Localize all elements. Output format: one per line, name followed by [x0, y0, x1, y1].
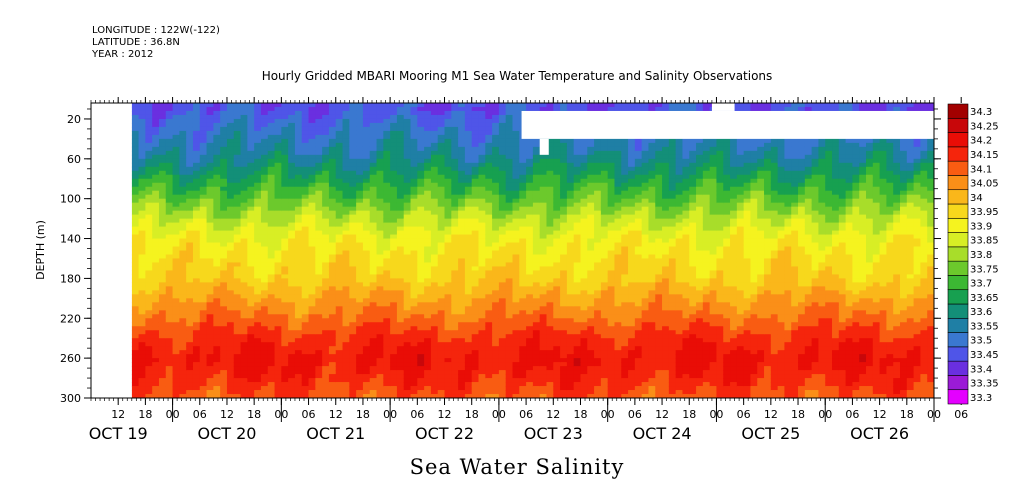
- x-hour-label: 06: [410, 408, 424, 421]
- x-hour-label: 12: [764, 408, 778, 421]
- colorbar-swatch: [947, 146, 969, 162]
- y-tick-label: 140: [60, 233, 81, 246]
- y-tick-label: 260: [60, 352, 81, 365]
- colorbar-label: 34: [970, 193, 983, 204]
- missing-data-region: [539, 138, 549, 155]
- colorbar-label: 34.15: [970, 150, 999, 161]
- x-day-label: OCT 25: [741, 424, 800, 443]
- colorbar-swatch: [947, 246, 969, 262]
- x-hour-label: 18: [900, 408, 914, 421]
- colorbar-swatch: [947, 217, 969, 233]
- colorbar-label: 33.4: [970, 364, 992, 375]
- longitude-label: LONGITUDE : 122W(-122): [92, 25, 220, 36]
- axes: 12 18 00 06 12 18 00 06 12 18 00 06 12 18 00 06 12 18 00 06…: [60, 97, 968, 443]
- x-hour-label: 06: [628, 408, 642, 421]
- x-day-label: OCT 22: [415, 424, 474, 443]
- y-tick-label: 180: [60, 272, 81, 285]
- y-tick-label: 20: [67, 113, 81, 126]
- x-day-label: OCT 19: [89, 424, 148, 443]
- colorbar-swatch: [947, 103, 969, 119]
- x-hour-label: 12: [220, 408, 234, 421]
- colorbar-label: 34.25: [970, 121, 999, 132]
- y-axis-label: DEPTH (m): [34, 220, 47, 280]
- colorbar-label: 33.9: [970, 221, 992, 232]
- colorbar-label: 33.95: [970, 207, 999, 218]
- colorbar-swatch: [947, 132, 969, 148]
- x-hour-label: 12: [329, 408, 343, 421]
- colorbar-swatch: [947, 303, 969, 319]
- salinity-field: [131, 103, 934, 398]
- colorbar-swatch: [947, 160, 969, 176]
- x-hour-label: 12: [873, 408, 887, 421]
- missing-data-region: [91, 103, 132, 398]
- colorbar-swatch: [947, 317, 969, 333]
- x-day-label: OCT 23: [524, 424, 583, 443]
- colorbar-label: 33.35: [970, 379, 999, 390]
- x-hour-label: 12: [111, 408, 125, 421]
- x-hour-label: 06: [302, 408, 316, 421]
- colorbar-swatch: [947, 260, 969, 276]
- colorbar-swatch: [947, 175, 969, 191]
- colorbar-swatch: [947, 360, 969, 376]
- colorbar-swatch: [947, 389, 969, 405]
- plot-area: [91, 103, 934, 398]
- colorbar-swatch: [947, 275, 969, 291]
- colorbar-label: 33.6: [970, 307, 992, 318]
- x-hour-label: 12: [546, 408, 560, 421]
- colorbar-label: 34.3: [970, 107, 992, 118]
- y-tick-label: 60: [67, 153, 81, 166]
- missing-data-region: [521, 110, 934, 139]
- x-hour-label: 12: [655, 408, 669, 421]
- x-day-label: OCT 21: [306, 424, 365, 443]
- missing-data-region: [711, 103, 735, 111]
- y-tick-label: 100: [60, 193, 81, 206]
- colorbar-swatch: [947, 203, 969, 219]
- x-hour-label: 18: [138, 408, 152, 421]
- colorbar-label: 33.45: [970, 350, 999, 361]
- x-day-label: OCT 20: [197, 424, 256, 443]
- colorbar-swatch: [947, 117, 969, 133]
- colorbar-swatch: [947, 189, 969, 205]
- colorbar-swatch: [947, 289, 969, 305]
- colorbar: 33.3 33.35 33.4 33.45 33.5 33.55 33.6 33.65 33.7…: [947, 103, 999, 405]
- colorbar-label: 33.8: [970, 250, 992, 261]
- x-hour-label: 18: [682, 408, 696, 421]
- colorbar-swatch: [947, 332, 969, 348]
- y-tick-label: 300: [60, 392, 81, 405]
- colorbar-label: 34.1: [970, 164, 992, 175]
- colorbar-label: 33.65: [970, 293, 999, 304]
- x-hour-label: 06: [193, 408, 207, 421]
- x-hour-label: 06: [845, 408, 859, 421]
- x-hour-label: 12: [438, 408, 452, 421]
- colorbar-label: 33.75: [970, 264, 999, 275]
- latitude-label: LATITUDE : 36.8N: [92, 37, 180, 48]
- x-hour-label: 18: [465, 408, 479, 421]
- x-day-label: OCT 26: [850, 424, 909, 443]
- colorbar-label: 33.55: [970, 321, 999, 332]
- chart-title: Hourly Gridded MBARI Mooring M1 Sea Wate…: [261, 69, 773, 83]
- colorbar-swatch: [947, 375, 969, 391]
- x-day-label: OCT 24: [633, 424, 692, 443]
- x-hour-label: 18: [791, 408, 805, 421]
- colorbar-label: 33.85: [970, 236, 999, 247]
- x-hour-label: 06: [954, 408, 968, 421]
- colorbar-label: 34.05: [970, 179, 999, 190]
- colorbar-swatch: [947, 232, 969, 248]
- x-hour-label: 18: [573, 408, 587, 421]
- colorbar-label: 33.5: [970, 336, 992, 347]
- x-hour-label: 18: [247, 408, 261, 421]
- year-label: YEAR : 2012: [92, 49, 154, 60]
- colorbar-swatch: [947, 346, 969, 362]
- x-hour-label: 06: [519, 408, 533, 421]
- x-hour-label: 18: [356, 408, 370, 421]
- colorbar-label: 33.3: [970, 393, 992, 404]
- colorbar-label: 34.2: [970, 136, 992, 147]
- colorbar-label: 33.7: [970, 279, 992, 290]
- x-hour-label: 06: [737, 408, 751, 421]
- bottom-title: Sea Water Salinity: [409, 455, 625, 479]
- y-tick-label: 220: [60, 312, 81, 325]
